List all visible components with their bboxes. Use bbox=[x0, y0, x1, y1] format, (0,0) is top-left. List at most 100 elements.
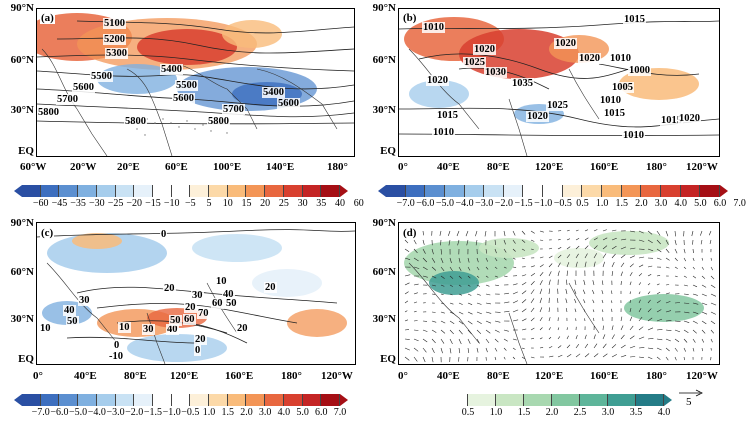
map-d bbox=[398, 222, 720, 365]
wind-vector bbox=[448, 230, 451, 236]
wind-vector bbox=[575, 335, 578, 340]
contour-label: 5700 bbox=[56, 94, 79, 105]
wind-vector bbox=[575, 229, 579, 232]
wind-vector bbox=[458, 356, 460, 362]
wind-vector bbox=[449, 338, 453, 345]
wind-vector bbox=[503, 338, 508, 342]
wind-vector bbox=[431, 329, 437, 333]
contour-label: 5400 bbox=[160, 64, 183, 75]
wind-vector bbox=[692, 338, 696, 343]
contour-label: 1015 bbox=[603, 108, 626, 119]
colorbar-tick-label: 0.5 bbox=[576, 198, 589, 209]
wind-vector bbox=[548, 327, 551, 331]
wind-vector bbox=[512, 291, 518, 295]
wind-vector bbox=[692, 347, 695, 352]
wind-vector bbox=[601, 280, 604, 286]
wind-vector bbox=[611, 334, 615, 340]
wind-vector bbox=[404, 291, 409, 295]
wind-vector bbox=[413, 338, 419, 342]
wind-vector bbox=[656, 309, 662, 313]
wind-vector bbox=[521, 230, 526, 235]
lon-label: 40°E bbox=[437, 161, 460, 173]
wind-vector bbox=[692, 266, 695, 270]
colorbar-segment bbox=[22, 394, 41, 406]
wind-vector bbox=[449, 257, 452, 264]
wind-vector bbox=[475, 230, 478, 237]
wind-vector bbox=[611, 344, 617, 349]
colorbar-segment bbox=[321, 394, 340, 406]
wind-vector bbox=[512, 300, 519, 304]
colorbar-tick-label: 2.0 bbox=[545, 407, 559, 418]
wind-vector bbox=[647, 308, 652, 313]
lon-label: 80°E bbox=[487, 161, 510, 173]
lon-label: 20°W bbox=[70, 161, 97, 173]
reference-vector-label: 5 bbox=[686, 396, 692, 408]
wind-vector bbox=[404, 300, 409, 304]
colorbar-segment bbox=[134, 185, 153, 197]
wind-vector bbox=[548, 288, 550, 295]
wind-vector bbox=[656, 318, 663, 322]
wind-vector bbox=[565, 288, 568, 295]
colorbar-segment bbox=[209, 185, 228, 197]
colorbar-tick-label: −4.0 bbox=[455, 198, 474, 209]
colorbar-segment bbox=[621, 185, 642, 197]
contour-label: 0 bbox=[160, 229, 168, 240]
contour-label: 1020 bbox=[678, 113, 701, 124]
wind-vector bbox=[476, 284, 480, 287]
contour-label: 20 bbox=[236, 323, 249, 334]
lon-label: 120°W bbox=[686, 370, 718, 382]
lon-label: 0° bbox=[398, 161, 408, 173]
wind-vector bbox=[539, 230, 544, 233]
wind-vector bbox=[665, 292, 670, 295]
contour-label: 20 bbox=[194, 334, 207, 345]
colorbar-segment bbox=[580, 394, 608, 406]
colorbar-segment bbox=[96, 394, 116, 406]
wind-vector bbox=[710, 266, 714, 271]
wind-vector bbox=[701, 275, 706, 279]
wind-vector bbox=[683, 293, 689, 295]
wind-vector bbox=[521, 347, 525, 350]
colorbar-tick-label: 3.0 bbox=[258, 407, 272, 418]
wind-vector bbox=[683, 347, 686, 352]
wind-vector bbox=[413, 266, 420, 269]
contour-label: 1035 bbox=[511, 78, 534, 89]
wind-vector bbox=[566, 344, 571, 349]
colorbar-tick-label: −35 bbox=[70, 198, 86, 209]
lon-label: 120°W bbox=[321, 370, 353, 382]
wind-vector bbox=[530, 327, 535, 331]
wind-vector bbox=[701, 257, 703, 261]
wind-vector bbox=[467, 329, 472, 335]
wind-vector bbox=[530, 356, 535, 359]
wind-vector bbox=[548, 255, 553, 259]
wind-vector bbox=[440, 320, 446, 324]
wind-vector bbox=[458, 320, 464, 325]
wind-vector bbox=[647, 299, 651, 304]
wind-vector bbox=[647, 347, 654, 350]
lat-label: 60°N bbox=[372, 54, 396, 66]
wind-vector bbox=[548, 247, 553, 250]
lat-label: 90°N bbox=[10, 217, 34, 229]
wind-vector bbox=[611, 290, 613, 295]
wind-vector bbox=[503, 275, 508, 277]
wind-vector bbox=[557, 345, 562, 349]
wind-vector bbox=[557, 270, 560, 277]
colorbar-a bbox=[14, 185, 348, 197]
contour-label: 30 bbox=[142, 324, 155, 335]
wind-vector bbox=[494, 284, 499, 286]
panel-label: (c) bbox=[40, 227, 55, 239]
wind-vector bbox=[593, 317, 595, 322]
wind-vector bbox=[548, 336, 552, 340]
wind-vector bbox=[656, 275, 661, 277]
wind-vector bbox=[638, 299, 641, 304]
lat-label: 30°N bbox=[10, 313, 34, 325]
wind-vector bbox=[674, 248, 678, 254]
wind-vector bbox=[647, 265, 653, 268]
wind-vector bbox=[638, 282, 642, 286]
wind-vector bbox=[602, 253, 607, 259]
wind-vector bbox=[485, 320, 492, 324]
wind-vector bbox=[440, 284, 445, 287]
wind-vector bbox=[512, 266, 517, 268]
contour-label: 1030 bbox=[484, 67, 507, 78]
colorbar-tick-label: −15 bbox=[145, 198, 161, 209]
panel-label: (d) bbox=[402, 227, 418, 239]
